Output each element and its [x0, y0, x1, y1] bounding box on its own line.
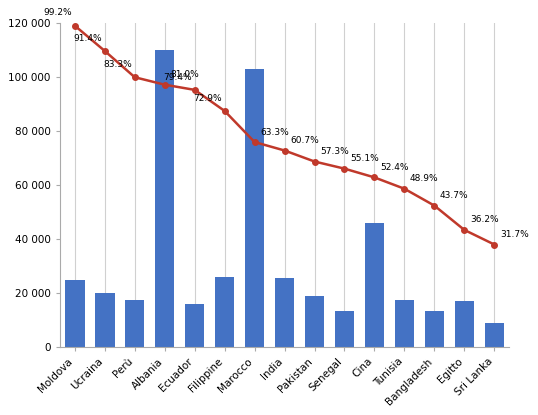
Text: 36.2%: 36.2% — [470, 215, 499, 225]
Bar — [335, 311, 354, 347]
Bar — [305, 296, 324, 347]
Text: 99.2%: 99.2% — [44, 8, 72, 17]
Bar — [424, 311, 444, 347]
Bar — [485, 323, 504, 347]
Text: 52.4%: 52.4% — [380, 163, 408, 172]
Bar — [275, 278, 294, 347]
Text: 48.9%: 48.9% — [410, 174, 438, 183]
Text: 55.1%: 55.1% — [350, 154, 379, 163]
Text: 91.4%: 91.4% — [73, 34, 102, 43]
Text: 60.7%: 60.7% — [290, 136, 319, 145]
Bar — [215, 277, 235, 347]
Bar — [245, 69, 264, 347]
Text: 79.4%: 79.4% — [163, 73, 192, 82]
Text: 72.9%: 72.9% — [193, 94, 222, 103]
Text: 81.0%: 81.0% — [170, 70, 199, 79]
Bar — [95, 293, 115, 347]
Text: 57.3%: 57.3% — [320, 147, 349, 156]
Text: 83.3%: 83.3% — [103, 60, 132, 69]
Bar — [155, 50, 174, 347]
Text: 63.3%: 63.3% — [260, 127, 289, 137]
Bar — [185, 304, 204, 347]
Text: 31.7%: 31.7% — [500, 230, 529, 239]
Bar — [65, 280, 84, 347]
Bar — [455, 301, 474, 347]
Text: 43.7%: 43.7% — [440, 191, 469, 200]
Bar — [125, 300, 145, 347]
Bar — [365, 223, 384, 347]
Bar — [395, 300, 414, 347]
